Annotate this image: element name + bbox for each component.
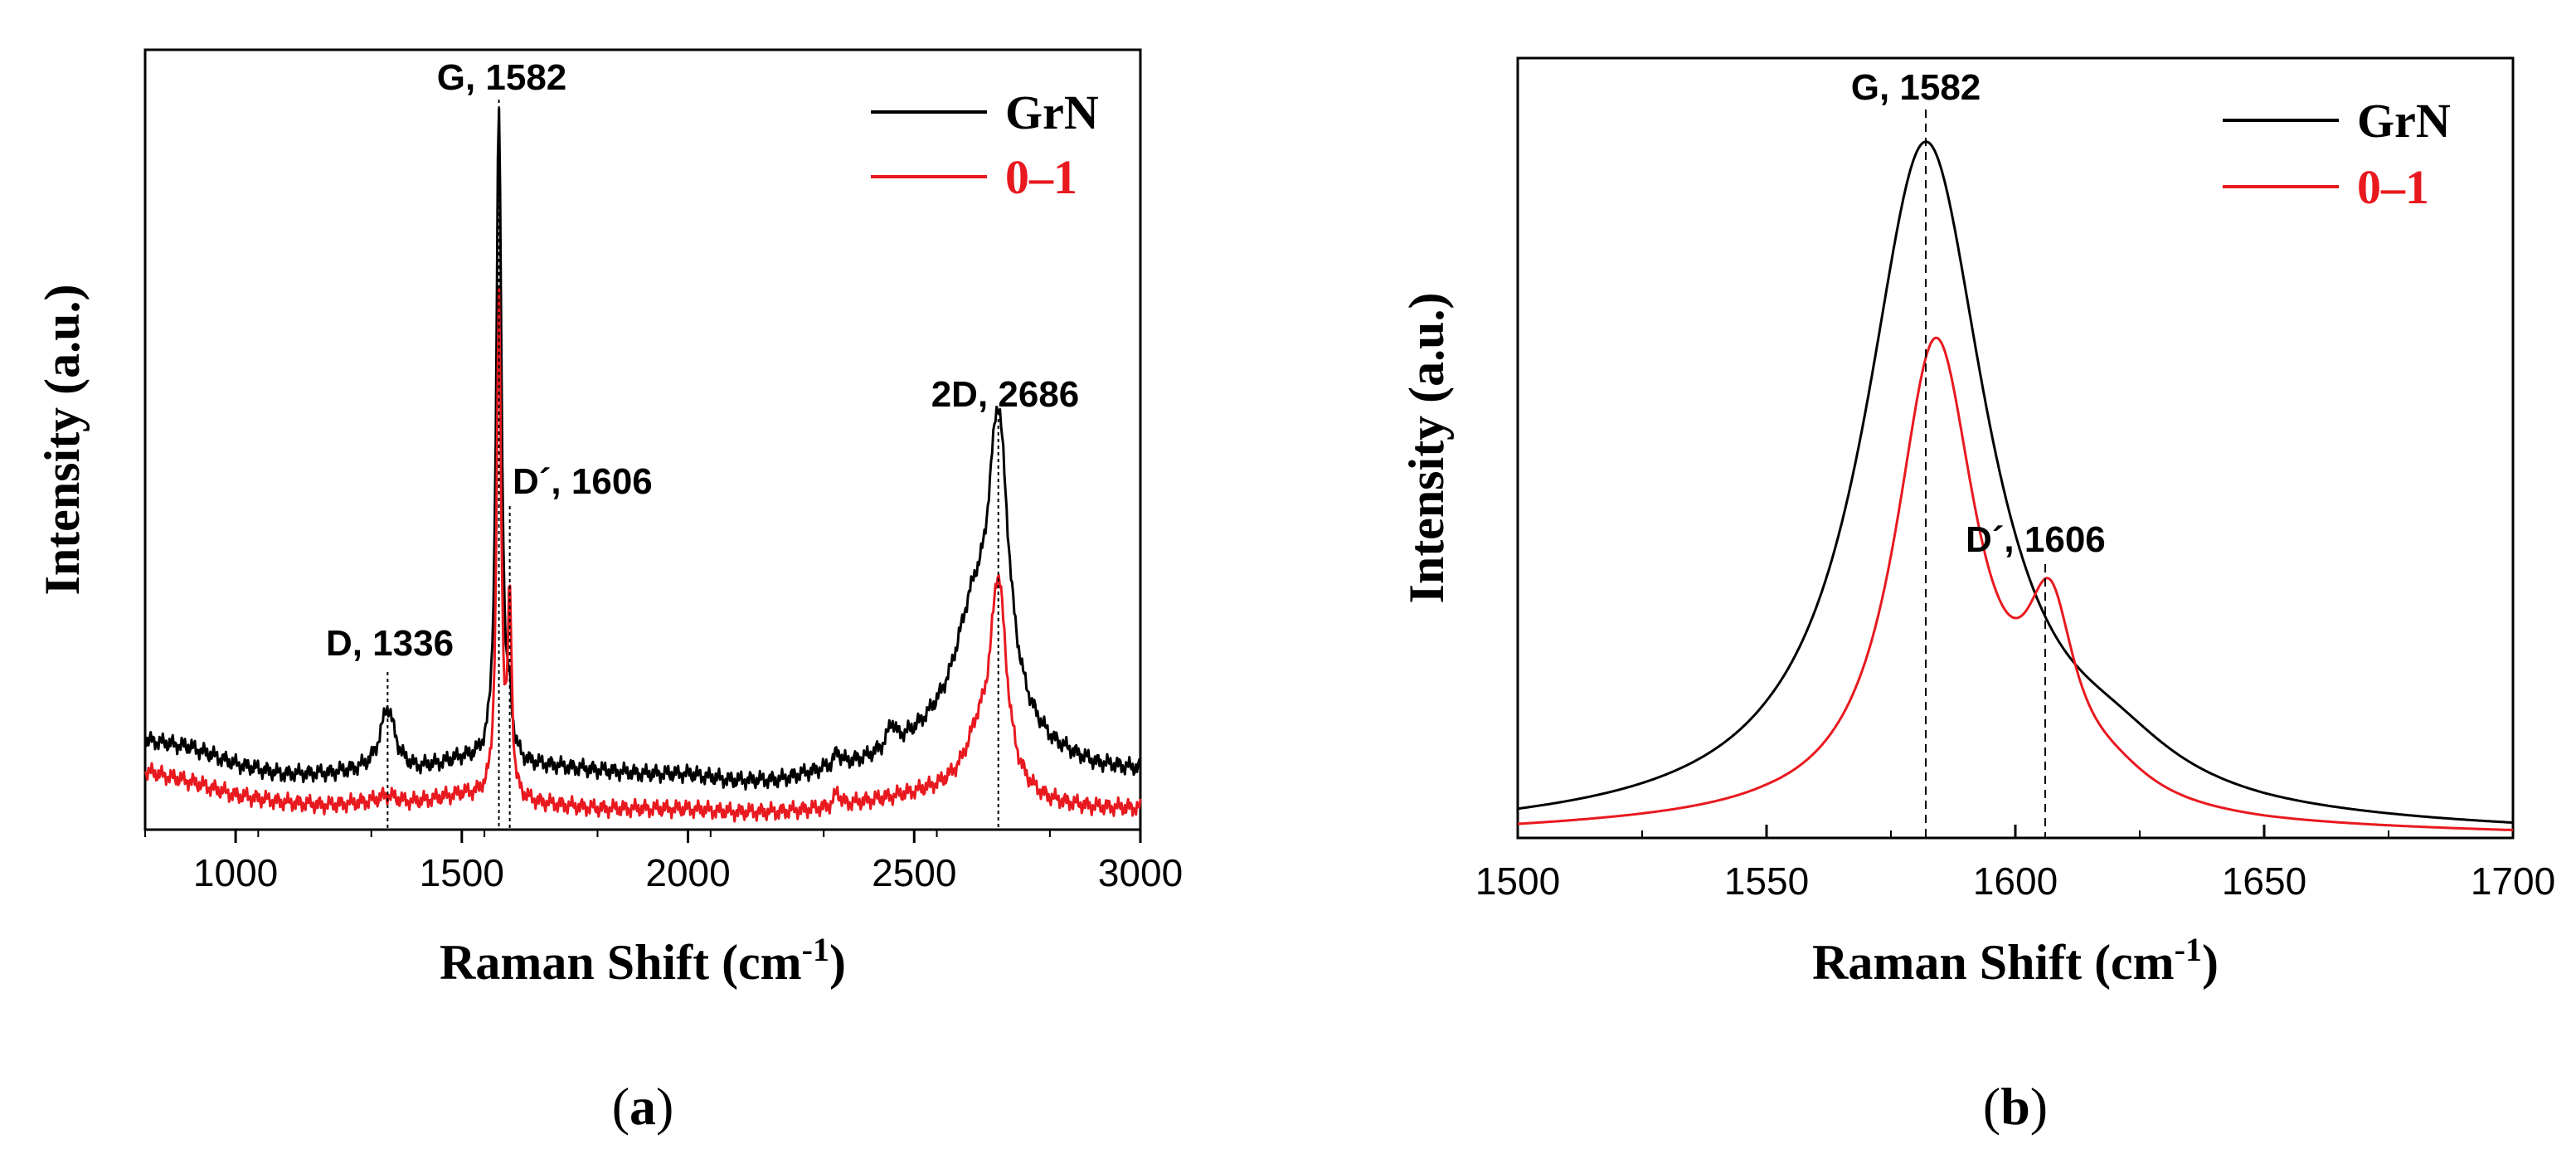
legend-label-grn: GrN	[1005, 85, 1099, 139]
y-axis-title: Intensity (a.u.)	[35, 284, 90, 595]
x-tick-label: 1550	[1724, 860, 1809, 903]
panel-a: 1000 1500 2000 2500 3000 G, 1582 D, 1336 D´, 16…	[35, 48, 1183, 1136]
y-axis-title: Intensity (a.u.)	[1399, 292, 1454, 603]
x-tick-label: 2500	[872, 851, 956, 894]
x-tick-label: 1700	[2471, 860, 2555, 903]
peak-label: 2D, 2686	[931, 374, 1080, 415]
panel-b-marks: 1500 1550 1600 1650 1700 G, 1582 D´, 1606	[1475, 67, 2555, 903]
x-tick-label: 3000	[1098, 851, 1183, 894]
panel-a-marks: 1000 1500 2000 2500 3000 G, 1582 D, 1336 D´, 16…	[143, 57, 1183, 894]
peak-label: D´, 1606	[513, 461, 653, 502]
series-line-0-1	[143, 287, 1142, 823]
panel-label-b: (b)	[1983, 1077, 2048, 1136]
series-line-0-1	[1517, 336, 2514, 831]
series-line-grn	[1517, 140, 2514, 824]
legend-label-grn: GrN	[2357, 94, 2451, 148]
x-tick-label: 2000	[645, 851, 730, 894]
peak-label: D, 1336	[326, 623, 454, 664]
x-tick-label: 1500	[420, 851, 504, 894]
panel-b: 1500 1550 1600 1650 1700 G, 1582 D´, 1606 Rama…	[1399, 56, 2555, 1136]
panel-label-a: (a)	[612, 1077, 674, 1136]
peak-label: G, 1582	[1851, 67, 1981, 108]
x-axis-title: Raman Shift (cm-1)	[440, 931, 846, 990]
peak-label: D´, 1606	[1966, 519, 2106, 560]
x-tick-label: 1500	[1475, 860, 1560, 903]
legend-label-0-1: 0–1	[1005, 150, 1077, 204]
x-tick-label: 1600	[1973, 860, 2058, 903]
series-line-grn	[144, 107, 1142, 791]
x-tick-label: 1000	[193, 851, 278, 894]
plot-frame	[143, 48, 1142, 831]
x-tick-label: 1650	[2222, 860, 2306, 903]
peak-label: G, 1582	[437, 57, 567, 98]
legend-label-0-1: 0–1	[2357, 160, 2429, 214]
x-axis-title: Raman Shift (cm-1)	[1812, 931, 2219, 990]
